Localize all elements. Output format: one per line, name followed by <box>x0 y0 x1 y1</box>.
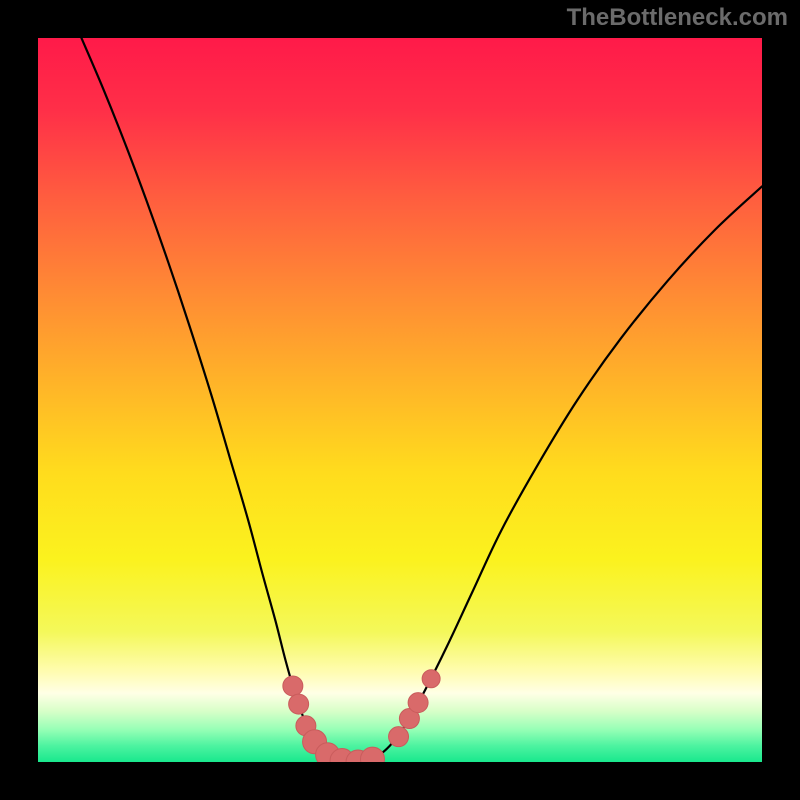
bottleneck-curve <box>81 38 762 762</box>
chart-svg-layer <box>38 38 762 762</box>
watermark-label: TheBottleneck.com <box>567 4 788 32</box>
curve-marker <box>360 747 384 762</box>
curve-marker <box>408 693 428 713</box>
curve-marker <box>283 676 303 696</box>
curve-marker <box>389 727 409 747</box>
curve-marker <box>422 670 440 688</box>
marker-cluster-group <box>283 670 440 762</box>
chart-plot-area <box>38 38 762 762</box>
curve-marker <box>289 694 309 714</box>
